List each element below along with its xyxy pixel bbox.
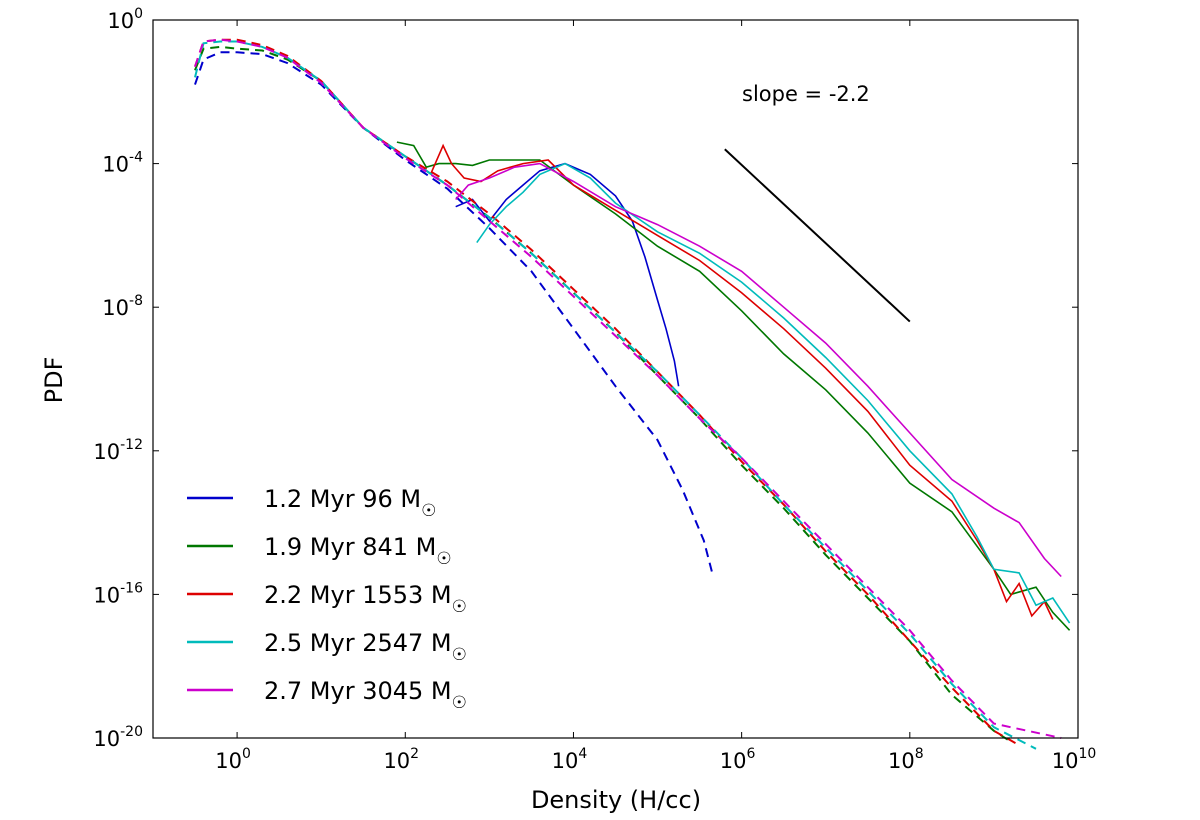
series-solid-line-1 [455, 162, 680, 387]
y-axis-label: PDF [40, 357, 68, 404]
x-tick-label-1: 100 [215, 746, 251, 773]
y-tick-exponent: -4 [129, 150, 143, 166]
x-tick-exponent: 2 [410, 746, 419, 762]
x-tick-label-5: 108 [888, 746, 924, 773]
legend-sun-symbol: ☉ [452, 597, 467, 617]
legend-sun-symbol: ☉ [421, 501, 436, 521]
x-tick-label-4: 106 [720, 746, 756, 773]
series-dashed-line-5 [194, 38, 1062, 739]
y-tick-exponent: -16 [120, 580, 143, 596]
plot-frame [152, 19, 1079, 739]
x-tick-exponent: 0 [242, 746, 251, 762]
legend-label-3: 2.2 Myr 1553 M☉ [264, 581, 467, 617]
legend-sun-symbol: ☉ [436, 549, 451, 569]
x-tick-label-3: 104 [552, 746, 588, 773]
x-tick-exponent: 4 [578, 746, 587, 762]
y-tick-label-1: 100 [107, 6, 143, 33]
x-ticks: 100 102 104 106 108 1010 [215, 20, 1096, 773]
x-axis-label: Density (H/cc) [531, 786, 701, 814]
x-tick-exponent: 10 [1078, 746, 1096, 762]
series-dashed-line-1 [194, 51, 714, 574]
y-tick-exponent: -8 [129, 293, 143, 309]
legend-label-2: 1.9 Myr 841 M☉ [264, 533, 452, 569]
x-tick-exponent: 6 [747, 746, 756, 762]
y-tick-label-4: 10-12 [93, 437, 143, 464]
legend: 1.2 Myr 96 M☉ 1.9 Myr 841 M☉ 2.2 Myr 1553 … [187, 485, 467, 713]
x-tick-label-6: 1010 [1052, 746, 1097, 773]
x-tick-label-2: 102 [383, 746, 419, 773]
slope-annotation: slope = -2.2 [724, 82, 911, 323]
y-tick-exponent: -12 [120, 437, 143, 453]
y-tick-exponent: -20 [120, 724, 143, 740]
legend-label-4: 2.5 Myr 2547 M☉ [264, 629, 467, 665]
legend-label-5: 2.7 Myr 3045 M☉ [264, 677, 467, 713]
series-solid-line-3 [429, 143, 1054, 620]
axes-layer [152, 19, 1079, 739]
legend-label-1: 1.2 Myr 96 M☉ [264, 485, 436, 521]
series-layer [194, 38, 1071, 750]
legend-sun-symbol: ☉ [452, 693, 467, 713]
y-tick-label-2: 10-4 [102, 150, 143, 177]
series-solid-line-4 [476, 162, 1071, 624]
slope-line [724, 148, 911, 323]
legend-sun-symbol: ☉ [452, 645, 467, 665]
series-dashed-line-2 [194, 45, 1012, 743]
y-ticks: 100 10-4 10-8 10-12 10-16 10-20 [93, 6, 1078, 751]
series-solid-line-2 [396, 141, 1071, 631]
slope-label: slope = -2.2 [742, 82, 870, 106]
series-solid-line-5 [455, 162, 1062, 578]
series-dashed-line-3 [194, 38, 1020, 747]
y-tick-label-6: 10-20 [93, 724, 143, 751]
y-tick-label-3: 10-8 [102, 293, 143, 320]
y-tick-label-5: 10-16 [93, 580, 143, 607]
y-tick-exponent: 0 [134, 6, 143, 22]
x-tick-exponent: 8 [915, 746, 924, 762]
